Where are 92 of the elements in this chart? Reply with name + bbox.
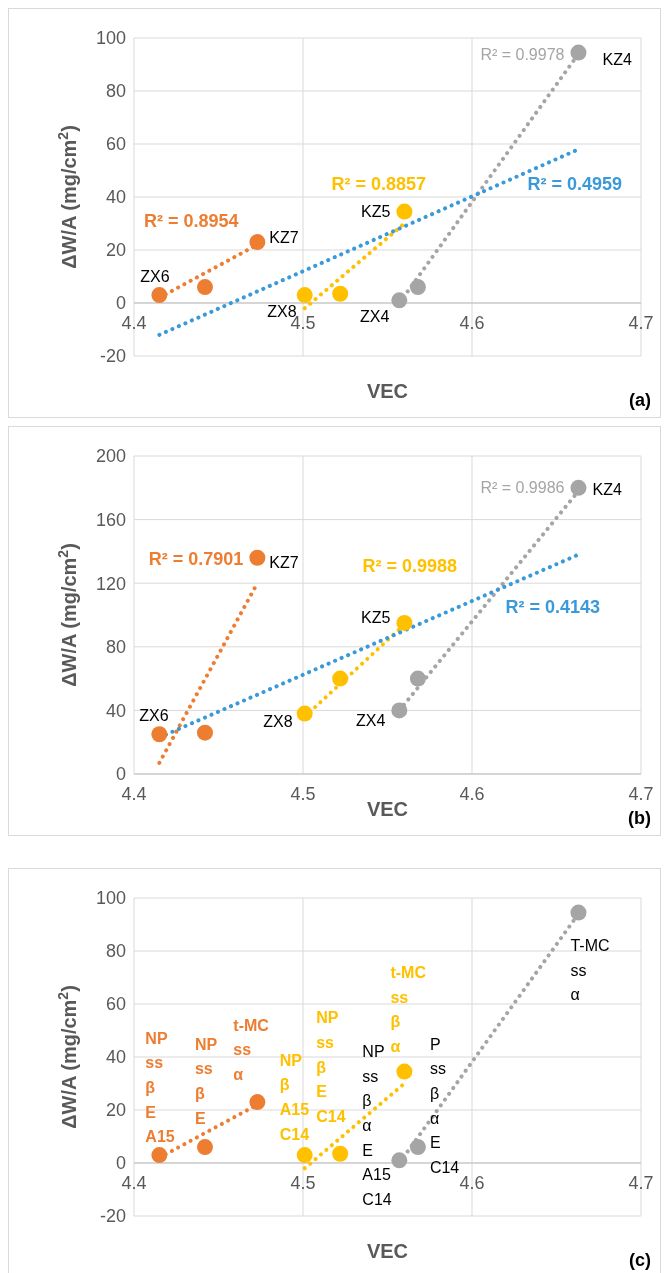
text: (b): [628, 808, 651, 828]
x-tick-label: 4.7: [628, 1173, 654, 1193]
point: [332, 1145, 349, 1162]
point: [196, 724, 213, 741]
x-axis-title: VEC: [366, 380, 409, 402]
y-tick-label: 60: [105, 994, 126, 1015]
x-tick-label: 4.7: [628, 784, 654, 804]
point: [296, 1147, 313, 1164]
annotation: R² = 0.4959: [527, 173, 623, 194]
annotation: KZ7: [269, 228, 299, 246]
annotation: P ss β α E C14: [429, 1035, 460, 1176]
point: [151, 1147, 168, 1164]
annotation: R² = 0.9988: [362, 555, 457, 576]
annotation: KZ4: [592, 481, 622, 499]
x-tick-label: 4.6: [459, 313, 485, 333]
point: [296, 705, 313, 722]
point: [249, 549, 266, 566]
text: (c): [629, 1250, 651, 1270]
x-axis-title: VEC: [366, 1240, 409, 1262]
y-tick-label: 200: [95, 446, 126, 467]
point: [409, 670, 426, 687]
y-tick-label: 160: [95, 509, 126, 530]
point: [570, 479, 587, 496]
y-tick-label: 40: [105, 187, 126, 208]
point: [396, 614, 413, 631]
point: [296, 287, 313, 304]
y-tick-label: 100: [95, 888, 126, 909]
annotation: T-MC ss α: [570, 937, 610, 1004]
annotation: R² = 0.8857: [331, 173, 426, 194]
point: [409, 1139, 426, 1156]
annotation: KZ7: [269, 554, 299, 572]
point: [570, 44, 587, 61]
y-tick-label: 100: [95, 28, 126, 49]
text: (a): [629, 390, 651, 410]
x-tick-label: 4.6: [459, 1173, 485, 1193]
annotation: NP β A15 C14: [279, 1051, 310, 1143]
point: [332, 670, 349, 687]
annotation: ZX4: [359, 307, 390, 325]
y-tick-label: 80: [105, 81, 126, 102]
y-tick-label: 60: [105, 134, 126, 155]
x-tick-label: 4.5: [290, 784, 316, 804]
point: [570, 904, 587, 921]
point: [196, 279, 213, 296]
y-tick-label: 0: [115, 1153, 126, 1174]
point: [391, 1152, 408, 1169]
point: [332, 285, 349, 302]
annotation: ZX6: [140, 267, 170, 285]
annotation: R² = 0.7901: [148, 548, 244, 569]
annotation: NP ss β E C14: [316, 1009, 346, 1125]
annotation: ZX4: [355, 712, 386, 729]
point: [396, 1063, 413, 1080]
y-tick-label: 80: [105, 941, 126, 962]
annotation: ZX8: [263, 713, 293, 731]
annotation: NP ss β E A15: [145, 1029, 175, 1146]
point: [391, 292, 408, 309]
x-tick-label: 4.4: [121, 1173, 147, 1193]
y-tick-label: -20: [99, 346, 126, 367]
annotation: KZ5: [361, 608, 391, 626]
point: [151, 287, 168, 304]
y-tick-label: -20: [99, 1206, 126, 1227]
y-tick-label: 20: [105, 1100, 126, 1121]
y-tick-label: 40: [105, 1047, 126, 1068]
x-axis-title: VEC: [366, 798, 409, 820]
point: [249, 234, 266, 251]
x-tick-label: 4.4: [121, 784, 147, 804]
y-tick-label: 0: [115, 764, 126, 785]
x-tick-label: 4.4: [121, 313, 147, 333]
annotation: t-MC ss β α: [390, 964, 427, 1056]
y-tick-label: 40: [105, 700, 126, 721]
annotation: t-MC ss α: [233, 1016, 270, 1083]
annotation: R² = 0.9986: [480, 478, 565, 496]
annotation: ZX6: [139, 706, 169, 724]
point: [249, 1094, 266, 1111]
point: [391, 702, 408, 719]
x-tick-label: 4.6: [459, 784, 485, 804]
annotation: NP ss β E: [194, 1035, 218, 1127]
x-tick-label: 4.7: [628, 313, 654, 333]
annotation: R² = 0.4143: [505, 596, 601, 617]
point: [409, 279, 426, 296]
x-tick-label: 4.5: [290, 1173, 316, 1193]
annotation: NP ss β α E A15 C14: [362, 1042, 392, 1208]
point: [196, 1139, 213, 1156]
point: [151, 726, 168, 743]
annotation: R² = 0.9978: [480, 45, 565, 63]
annotation: R² = 0.8954: [144, 211, 239, 232]
point: [396, 203, 413, 220]
y-tick-label: 20: [105, 240, 126, 261]
y-tick-label: 80: [105, 637, 126, 658]
annotation: KZ4: [602, 51, 632, 69]
y-tick-label: 0: [115, 293, 126, 314]
y-tick-label: 120: [95, 573, 126, 594]
annotation: KZ5: [361, 203, 391, 221]
